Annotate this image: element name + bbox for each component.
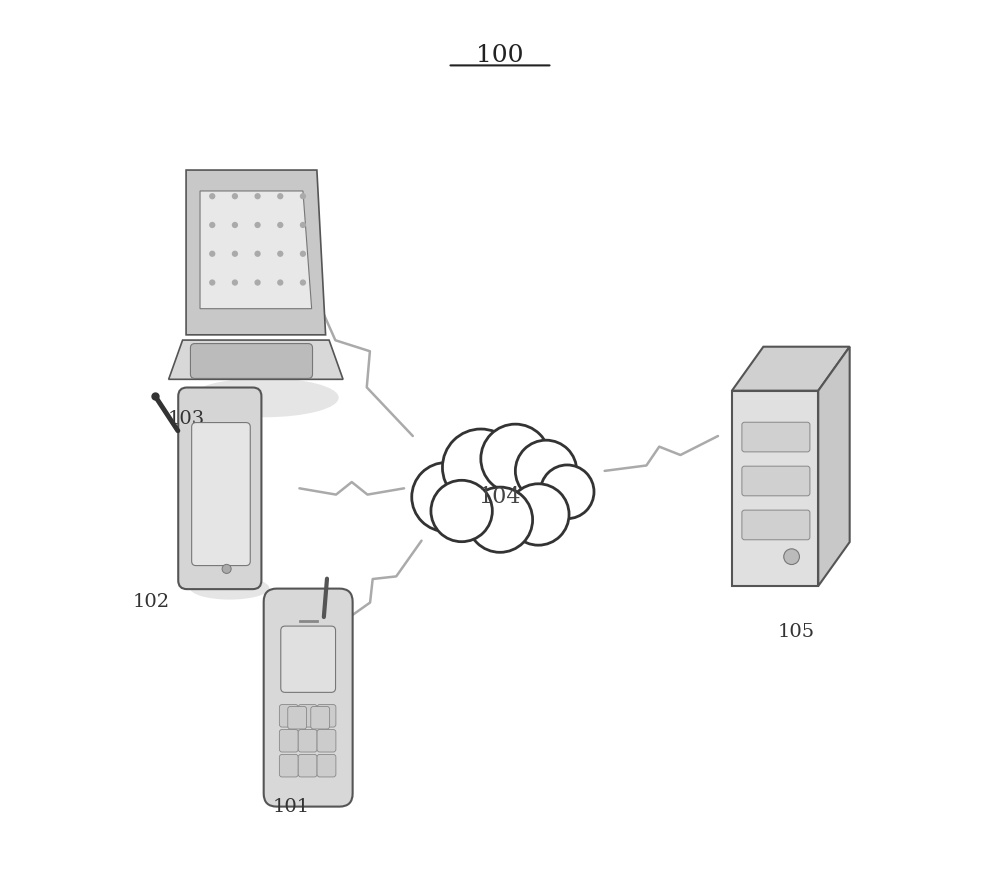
FancyBboxPatch shape xyxy=(317,730,336,752)
FancyBboxPatch shape xyxy=(279,730,298,752)
Circle shape xyxy=(277,250,283,257)
FancyBboxPatch shape xyxy=(178,387,261,589)
FancyBboxPatch shape xyxy=(742,467,810,496)
Polygon shape xyxy=(818,347,850,586)
FancyBboxPatch shape xyxy=(281,626,336,692)
Ellipse shape xyxy=(190,576,269,600)
Circle shape xyxy=(300,250,306,257)
Circle shape xyxy=(784,548,799,564)
Circle shape xyxy=(300,193,306,200)
Polygon shape xyxy=(186,170,326,335)
Circle shape xyxy=(254,250,261,257)
Circle shape xyxy=(277,193,283,200)
FancyBboxPatch shape xyxy=(279,754,298,777)
Circle shape xyxy=(232,250,238,257)
Polygon shape xyxy=(732,347,850,391)
Circle shape xyxy=(232,221,238,228)
Ellipse shape xyxy=(280,787,354,807)
Circle shape xyxy=(254,279,261,286)
Circle shape xyxy=(209,193,215,200)
Text: 100: 100 xyxy=(476,44,524,66)
Circle shape xyxy=(209,221,215,228)
Text: 101: 101 xyxy=(272,798,309,816)
FancyBboxPatch shape xyxy=(732,391,818,586)
FancyBboxPatch shape xyxy=(742,422,810,452)
FancyBboxPatch shape xyxy=(288,706,307,729)
Text: 104: 104 xyxy=(479,486,521,508)
Text: 102: 102 xyxy=(133,593,170,611)
Circle shape xyxy=(209,250,215,257)
FancyBboxPatch shape xyxy=(298,705,317,727)
FancyBboxPatch shape xyxy=(298,754,317,777)
FancyBboxPatch shape xyxy=(311,706,330,729)
FancyBboxPatch shape xyxy=(317,705,336,727)
FancyBboxPatch shape xyxy=(190,344,313,378)
FancyBboxPatch shape xyxy=(317,754,336,777)
FancyBboxPatch shape xyxy=(298,730,317,752)
Polygon shape xyxy=(169,340,343,379)
Text: 103: 103 xyxy=(167,410,205,428)
Circle shape xyxy=(300,221,306,228)
FancyBboxPatch shape xyxy=(264,589,353,807)
Polygon shape xyxy=(200,191,312,309)
Text: 105: 105 xyxy=(778,623,815,642)
Circle shape xyxy=(209,279,215,286)
Circle shape xyxy=(232,279,238,286)
Circle shape xyxy=(277,221,283,228)
Circle shape xyxy=(232,193,238,200)
Circle shape xyxy=(277,279,283,286)
FancyBboxPatch shape xyxy=(742,510,810,540)
FancyBboxPatch shape xyxy=(192,423,250,566)
Circle shape xyxy=(222,564,231,574)
FancyBboxPatch shape xyxy=(279,705,298,727)
Circle shape xyxy=(254,221,261,228)
Circle shape xyxy=(300,279,306,286)
Circle shape xyxy=(254,193,261,200)
Ellipse shape xyxy=(190,378,339,418)
